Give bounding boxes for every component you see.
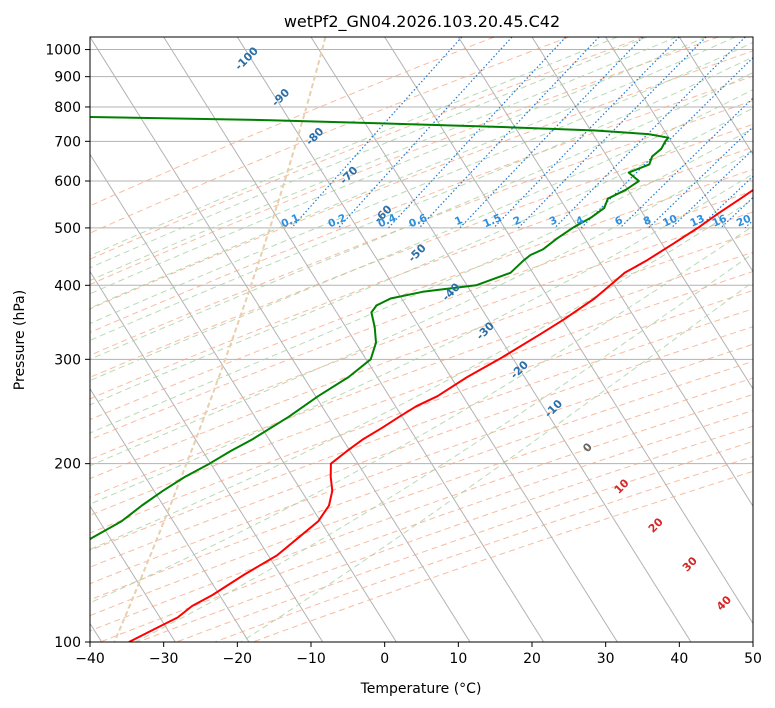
dry-adiabat-line: [90, 270, 753, 516]
temperature-trace: [128, 188, 753, 642]
isotherm-line: [90, 505, 176, 642]
y-tick-label: 500: [54, 221, 81, 237]
moist-adiabat-line: [90, 173, 753, 505]
dewpoint-trace: [90, 115, 670, 541]
y-tick-label: 1000: [45, 43, 81, 59]
y-tick-label: 700: [54, 134, 81, 150]
moist-adiabat-line: [90, 225, 753, 604]
moist-adiabat-line: [90, 107, 753, 406]
dry-adiabat-line: [138, 425, 753, 642]
mixing-ratio-label: 4: [574, 214, 586, 228]
moist-adiabat-line: [90, 41, 753, 325]
mixing-ratio-label: 1: [453, 214, 465, 228]
mixing-ratio-line: [418, 37, 600, 229]
axes: −40 −30 −20 −10 0 10 20 30 40 50 1000 900 800 700 600 5…: [45, 43, 762, 667]
dry-adiabat-line: [100, 409, 753, 642]
mixing-ratio-line: [554, 37, 746, 229]
x-tick-label: 20: [523, 651, 541, 667]
isotherm-line: [90, 387, 250, 642]
x-axis-label: Temperature (°C): [360, 681, 482, 697]
y-tick-label: 400: [54, 278, 81, 294]
dry-adiabat-line: [90, 100, 753, 356]
chart-title: wetPf2_GN04.2026.103.20.45.C42: [284, 12, 560, 32]
mixing-ratio-line: [619, 97, 753, 229]
x-tick-label: 40: [670, 651, 688, 667]
mixing-ratio-label: 2: [511, 214, 523, 228]
mixing-ratio-label: 16: [710, 213, 728, 230]
x-tick-label: 50: [744, 651, 762, 667]
dry-adiabat-line: [90, 231, 753, 480]
dry-adiabat-line: [176, 440, 753, 642]
dry-adiabat-line: [90, 168, 753, 421]
dry-adiabat-line: [90, 211, 753, 460]
plot-labels: 0.10.20.40.611.52346810131620253036-100-…: [232, 44, 753, 613]
isotherm-line: [163, 37, 545, 642]
dry-adiabat-line: [90, 190, 753, 441]
isotherm-line: [678, 37, 753, 156]
y-tick-label: 600: [54, 174, 81, 190]
lcl-curve-line: [113, 37, 327, 642]
y-tick-label: 100: [54, 635, 81, 651]
dry-adiabat-line: [90, 37, 569, 234]
isotherm-line: [236, 37, 618, 642]
isotherm-line: [90, 153, 397, 642]
mixing-ratio-line: [580, 56, 753, 229]
dry-adiabat-line: [90, 289, 753, 534]
dry-adiabat-line: [90, 251, 753, 498]
y-tick-label: 800: [54, 100, 81, 116]
dry-adiabat-line: [252, 470, 753, 642]
mixing-ratio-label: 3: [548, 214, 560, 228]
mixing-ratio-label: 8: [642, 214, 654, 228]
y-tick-label: 300: [54, 352, 81, 368]
moist-adiabat-line: [90, 149, 753, 467]
mixing-ratio-line: [291, 37, 463, 229]
plot-frame: [89, 36, 754, 643]
moist-adiabat-line: [90, 127, 753, 434]
x-tick-label: 10: [449, 651, 467, 667]
y-tick-label: 900: [54, 70, 81, 86]
isotherm-line: [90, 270, 324, 642]
x-tick-label: −10: [296, 651, 326, 667]
y-tick-label: 200: [54, 457, 81, 473]
x-tick-label: 0: [380, 651, 389, 667]
x-tick-label: −40: [75, 651, 105, 667]
isotherm-line: [90, 37, 471, 642]
plot-grid: [90, 37, 753, 642]
isotherm-line: [457, 37, 753, 508]
mixing-ratio-line: [670, 148, 753, 229]
moist-adiabat-line: [90, 72, 753, 360]
x-tick-label: 30: [597, 651, 615, 667]
x-tick-label: −30: [149, 651, 179, 667]
mixing-ratio-line: [517, 37, 707, 229]
mixing-ratio-label: 6: [613, 214, 625, 228]
plot-traces: [90, 115, 753, 642]
moist-adiabat-line: [90, 37, 647, 269]
dry-adiabat-line: [90, 326, 753, 568]
mixing-ratio-label: 20: [735, 213, 753, 230]
moist-adiabat-line: [90, 37, 706, 295]
y-axis-label: Pressure (hPa): [12, 290, 28, 390]
moist-adiabat-line: [240, 281, 753, 642]
moist-adiabat-line: [90, 37, 618, 257]
moist-adiabat-line: [90, 56, 753, 341]
moist-adiabat-line: [90, 37, 736, 309]
dry-adiabat-line: [90, 308, 753, 551]
dry-adiabat-line: [90, 37, 644, 260]
mixing-ratio-label: 10: [661, 213, 679, 230]
x-tick-label: −20: [223, 651, 253, 667]
isotherm-line: [531, 37, 753, 390]
isotherm-line: [384, 37, 753, 625]
mixing-ratio-line: [459, 37, 644, 229]
dry-adiabat-line: [214, 456, 753, 642]
moist-adiabat-line: [90, 89, 753, 382]
mixing-ratio-label: 13: [688, 213, 706, 230]
